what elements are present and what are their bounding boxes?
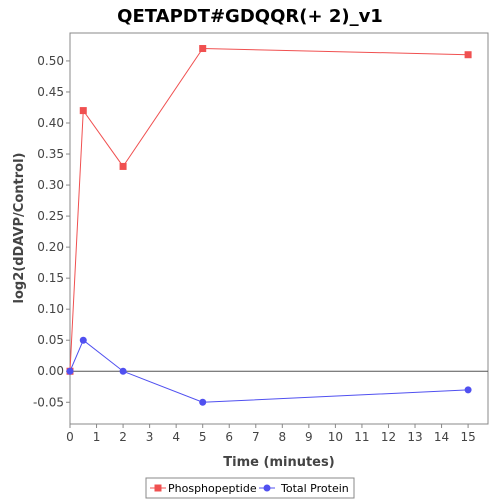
legend-label-phosphopeptide: Phosphopeptide: [168, 482, 257, 495]
x-tick-label: 13: [407, 430, 422, 444]
y-axis-label: log2(dDAVP/Control): [12, 153, 27, 304]
y-tick-label: -0.05: [33, 395, 64, 409]
x-tick-label: 7: [252, 430, 260, 444]
data-point-phosphopeptide: [119, 162, 127, 170]
series-layer: [66, 45, 472, 406]
data-point-phosphopeptide: [199, 45, 207, 53]
x-tick-label: 14: [434, 430, 449, 444]
x-tick-label: 12: [381, 430, 396, 444]
x-axis-ticks: 0 1 2 3 4 5 6 7 8 9 10 11 12 13 14 15: [66, 424, 476, 444]
x-tick-label: 9: [305, 430, 313, 444]
y-tick-label: 0.25: [37, 209, 64, 223]
y-tick-label: 0.00: [37, 364, 64, 378]
legend-marker-total-protein: [263, 484, 271, 492]
plot-area: [69, 32, 489, 425]
x-tick-label: 3: [146, 430, 154, 444]
y-axis-ticks: -0.05 0.00 0.05 0.10 0.15 0.20 0.25 0.30 0.35 0.4…: [33, 54, 70, 409]
y-tick-label: 0.50: [37, 54, 64, 68]
data-point-total-protein: [119, 367, 127, 375]
legend-item-phosphopeptide: Phosphopeptide: [150, 482, 257, 495]
chart-title: QETAPDT#GDQQR(+ 2)_v1: [117, 6, 383, 27]
x-tick-label: 15: [460, 430, 475, 444]
y-tick-label: 0.35: [37, 147, 64, 161]
x-tick-label: 2: [119, 430, 127, 444]
y-tick-label: 0.05: [37, 333, 64, 347]
y-tick-label: 0.20: [37, 240, 64, 254]
data-point-total-protein: [199, 398, 207, 406]
x-tick-label: 4: [172, 430, 180, 444]
x-tick-label: 10: [328, 430, 343, 444]
legend-marker-phosphopeptide: [154, 484, 162, 492]
data-point-total-protein: [79, 336, 87, 344]
data-point-total-protein: [464, 386, 472, 394]
x-tick-label: 1: [93, 430, 101, 444]
data-point-phosphopeptide: [79, 107, 87, 115]
legend-box: [145, 477, 355, 499]
x-tick-label: 0: [66, 430, 74, 444]
legend: Phosphopeptide Total Protein: [145, 477, 355, 499]
y-tick-label: 0.15: [37, 271, 64, 285]
x-tick-label: 6: [225, 430, 233, 444]
legend-item-total-protein: Total Protein: [259, 482, 349, 495]
x-tick-label: 5: [199, 430, 207, 444]
y-tick-label: 0.45: [37, 85, 64, 99]
legend-label-total-protein: Total Protein: [280, 482, 349, 495]
x-axis-label: Time (minutes): [223, 455, 334, 470]
y-tick-label: 0.10: [37, 302, 64, 316]
x-tick-label: 8: [278, 430, 286, 444]
data-point-total-protein: [66, 367, 74, 375]
data-point-phosphopeptide: [464, 51, 472, 59]
y-tick-label: 0.30: [37, 178, 64, 192]
y-tick-label: 0.40: [37, 116, 64, 130]
x-tick-label: 11: [354, 430, 369, 444]
